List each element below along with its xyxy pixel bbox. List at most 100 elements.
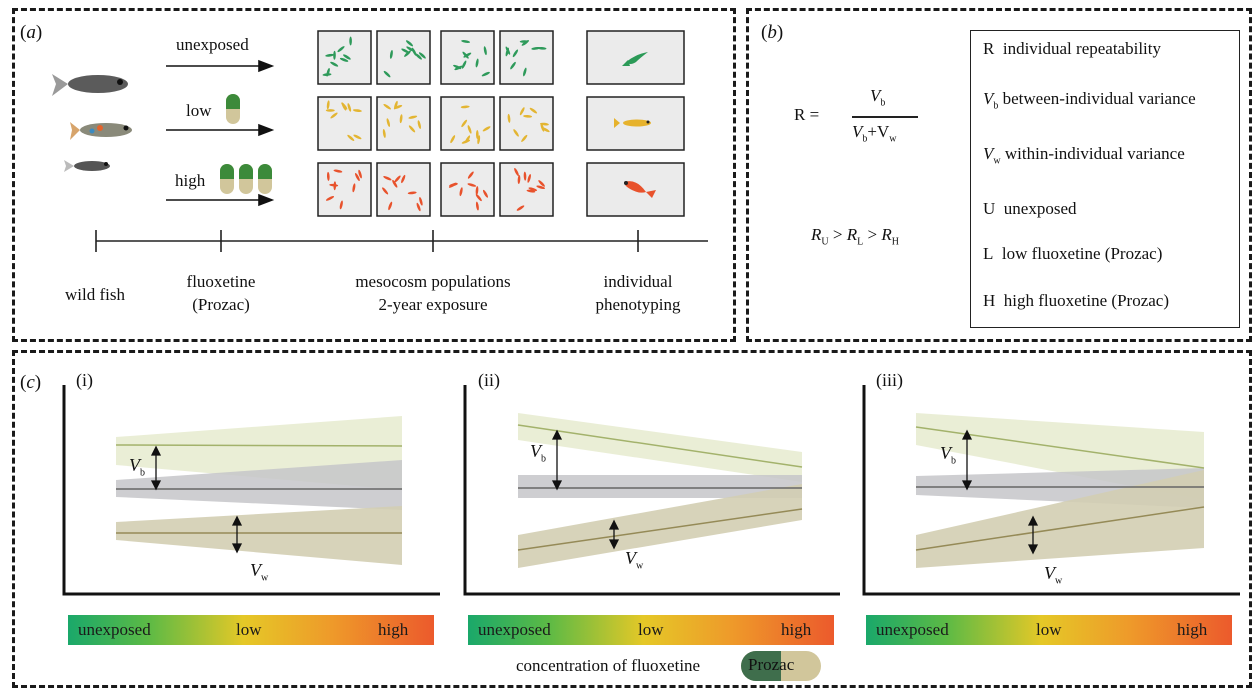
small-fish-icon <box>326 171 330 181</box>
arrow-label-high: high <box>175 171 206 190</box>
small-fish-icon <box>461 40 471 43</box>
small-fish-icon <box>358 169 362 179</box>
timeline-exposure: 2-year exposure <box>378 295 488 314</box>
small-fish-icon <box>383 70 391 78</box>
small-fish-icon <box>399 114 403 124</box>
small-fish-icon <box>333 50 336 60</box>
small-fish-icon <box>513 129 519 137</box>
small-fish-icon <box>521 39 529 46</box>
formula-denominator: Vb+Vw <box>852 122 897 145</box>
small-fish-icon <box>527 174 531 183</box>
legend-item: H high fluoxetine (Prozac) <box>983 291 1169 310</box>
small-fish-icon <box>459 187 463 197</box>
small-fish-icon <box>353 134 362 140</box>
small-fish-icon <box>349 36 352 46</box>
formula-numerator: Vb <box>870 86 886 109</box>
mesocosm-tank <box>317 162 372 217</box>
small-fish-icon <box>521 134 528 142</box>
panel-b <box>746 8 1252 342</box>
small-fish-icon <box>401 174 406 184</box>
small-fish-icon <box>540 123 545 132</box>
arrow-label-low: low <box>186 101 212 120</box>
small-fish-icon <box>462 51 469 59</box>
schematic-ii <box>463 385 840 596</box>
small-fish-icon <box>450 135 456 144</box>
concentration-bar-ii: unexposed low high <box>468 615 834 645</box>
small-fish-icon <box>339 200 343 210</box>
small-fish-icon <box>482 189 489 198</box>
small-fish-icon <box>330 61 339 67</box>
small-fish-icon <box>394 100 398 110</box>
small-fish-icon <box>407 191 417 195</box>
small-fish-icon <box>404 50 411 57</box>
small-fish-icon <box>467 183 477 187</box>
prozac-pill-label: Prozac <box>748 655 795 674</box>
subpanel-label-iii: (iii) <box>876 370 903 390</box>
formula-lhs: R = <box>794 105 820 124</box>
small-fish-icon <box>388 201 393 211</box>
bar-label-low: low <box>1036 620 1062 639</box>
timeline <box>95 230 708 252</box>
small-fish-icon <box>343 54 351 60</box>
small-fish-icon <box>415 53 422 60</box>
timeline-prozac: (Prozac) <box>192 295 250 314</box>
timeline-wild-fish: wild fish <box>65 285 125 304</box>
legend-item: U unexposed <box>983 199 1077 218</box>
small-fish-icon <box>507 113 511 123</box>
small-fish-icon <box>536 185 546 189</box>
small-fish-icon <box>325 109 335 112</box>
small-fish-icon <box>354 172 360 182</box>
small-fish-icon <box>405 40 414 47</box>
small-fish-icon <box>516 205 525 211</box>
small-fish-icon <box>454 65 463 71</box>
small-fish-icon <box>322 73 332 76</box>
small-fish-icon <box>408 115 418 119</box>
legend-item: Vw within-individual variance <box>983 144 1185 167</box>
red-fish-icon <box>624 181 656 198</box>
vw-label-i: Vw <box>250 560 269 584</box>
bar-label-high: high <box>781 620 812 639</box>
small-fish-icon <box>339 57 349 62</box>
timeline-individual: individual <box>603 272 673 291</box>
small-fish-icon <box>394 175 401 183</box>
timeline-fluoxetine: fluoxetine <box>186 272 256 291</box>
legend-box: R individual repeatability Vb between-in… <box>970 30 1240 328</box>
small-fish-icon <box>523 114 533 118</box>
small-fish-icon <box>475 186 479 196</box>
small-fish-icon <box>333 169 343 173</box>
small-fish-icon <box>325 53 335 57</box>
small-fish-icon <box>416 202 421 212</box>
small-fish-icon <box>449 183 458 187</box>
small-fish-icon <box>510 61 516 70</box>
small-fish-icon <box>392 179 398 188</box>
small-fish-icon <box>347 103 352 112</box>
small-fish-icon <box>512 49 519 58</box>
bar-label-unexposed: unexposed <box>78 620 151 639</box>
small-fish-icon <box>382 187 389 195</box>
arrow-label-unexposed: unexposed <box>176 35 249 54</box>
schematic-iii <box>862 385 1240 596</box>
vb-label-iii: Vb <box>940 443 956 467</box>
small-fish-icon <box>481 71 490 77</box>
mesocosm-tank <box>376 162 431 217</box>
mesocosm-tank <box>440 162 495 217</box>
small-fish-icon <box>505 47 510 57</box>
green-fish-icon <box>622 52 648 66</box>
small-fish-icon <box>483 46 487 56</box>
small-fish-icon <box>461 139 471 144</box>
small-fish-icon <box>417 120 421 129</box>
small-fish-icon <box>461 119 468 128</box>
timeline-mesocosm: mesocosm populations <box>355 272 511 291</box>
panel-c <box>12 350 1252 688</box>
prozac-pill-icon <box>741 651 821 681</box>
legend-item: Vb between-individual variance <box>983 89 1196 112</box>
small-fish-icon <box>341 102 347 111</box>
small-fish-icon <box>352 109 362 113</box>
vb-label-i: Vb <box>129 455 145 479</box>
small-fish-icon <box>475 58 479 68</box>
wild-fish-icon <box>52 74 132 172</box>
legend-item: R individual repeatability <box>983 39 1161 58</box>
small-fish-icon <box>461 60 467 69</box>
